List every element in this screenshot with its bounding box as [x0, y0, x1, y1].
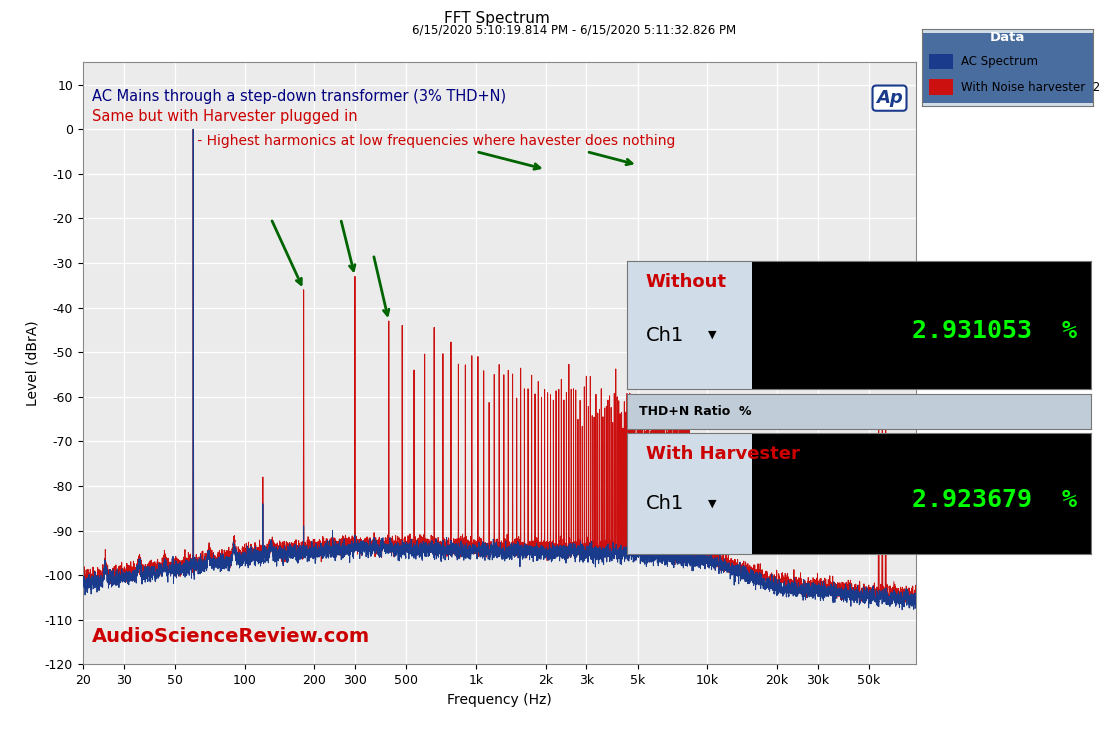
- X-axis label: Frequency (Hz): Frequency (Hz): [447, 693, 552, 707]
- Text: ▼: ▼: [709, 498, 716, 509]
- Text: ▼: ▼: [709, 330, 716, 340]
- Bar: [928, 79, 953, 95]
- Text: Ap: Ap: [877, 89, 903, 107]
- Text: Data: Data: [989, 32, 1026, 44]
- Text: With Harvester: With Harvester: [646, 445, 799, 463]
- Text: THD+N Ratio  %: THD+N Ratio %: [638, 405, 751, 418]
- Text: FFT Spectrum: FFT Spectrum: [444, 11, 550, 26]
- Text: Ch1: Ch1: [646, 494, 683, 513]
- Text: Without: Without: [646, 273, 726, 291]
- Text: - Highest harmonics at low frequencies where havester does nothing: - Highest harmonics at low frequencies w…: [193, 134, 676, 148]
- Text: AudioScienceReview.com: AudioScienceReview.com: [93, 628, 371, 647]
- Bar: [752, 261, 1091, 389]
- Text: AC Spectrum: AC Spectrum: [962, 55, 1038, 68]
- Bar: [752, 433, 1091, 554]
- Bar: [928, 54, 953, 70]
- Text: Same but with Harvester plugged in: Same but with Harvester plugged in: [93, 109, 358, 124]
- Text: 2.923679  %: 2.923679 %: [912, 487, 1076, 512]
- Y-axis label: Level (dBrA): Level (dBrA): [25, 321, 39, 406]
- Text: 6/15/2020 5:10:19.814 PM - 6/15/2020 5:11:32.826 PM: 6/15/2020 5:10:19.814 PM - 6/15/2020 5:1…: [412, 23, 736, 37]
- Text: AC Mains through a step-down transformer (3% THD+N): AC Mains through a step-down transformer…: [93, 89, 507, 104]
- Text: 2.931053  %: 2.931053 %: [912, 319, 1076, 344]
- Text: With Noise harvester  2: With Noise harvester 2: [962, 81, 1101, 94]
- Text: Ch1: Ch1: [646, 326, 683, 344]
